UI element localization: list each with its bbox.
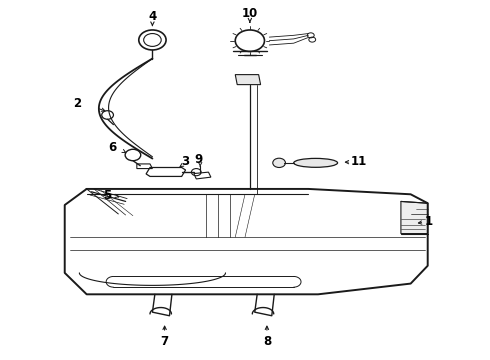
Text: 3: 3 [181, 155, 190, 168]
Circle shape [273, 158, 286, 167]
Text: 2: 2 [73, 97, 81, 110]
Text: 6: 6 [108, 141, 117, 154]
Polygon shape [235, 75, 261, 85]
Text: 7: 7 [161, 335, 169, 348]
Text: 8: 8 [263, 335, 271, 348]
Text: 9: 9 [195, 153, 203, 166]
Text: 11: 11 [350, 155, 367, 168]
Text: 5: 5 [103, 189, 112, 202]
Ellipse shape [294, 158, 338, 167]
Text: 1: 1 [425, 215, 433, 228]
Text: 10: 10 [242, 7, 258, 20]
Polygon shape [401, 202, 428, 234]
Text: 4: 4 [148, 10, 156, 23]
